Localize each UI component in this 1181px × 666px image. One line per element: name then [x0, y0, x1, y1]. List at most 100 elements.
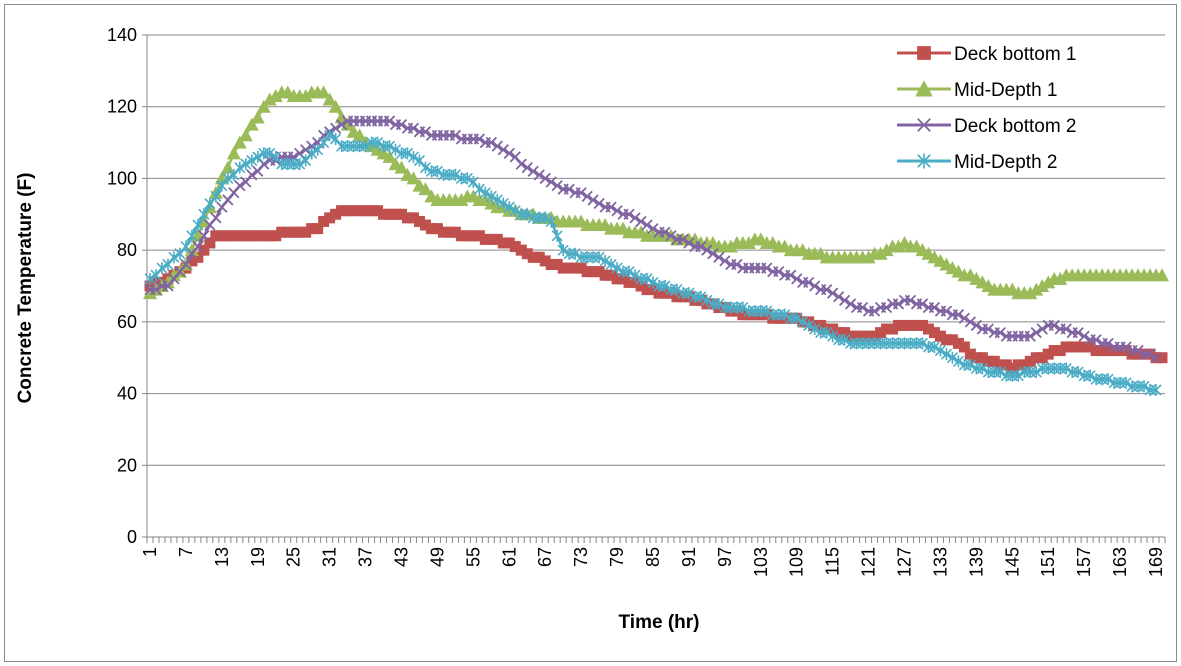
data-point-deck-bottom-1 [419, 219, 431, 231]
data-point-deck-bottom-1 [216, 230, 228, 242]
data-point-deck-bottom-2 [449, 129, 462, 142]
data-point-mid-depth-1 [1035, 279, 1050, 292]
data-point-deck-bottom-1 [372, 205, 384, 217]
data-point-deck-bottom-1 [869, 330, 881, 342]
data-point-deck-bottom-2 [246, 169, 258, 181]
legend-entry-deck-bottom-1: Deck bottom 1 [897, 44, 1077, 65]
data-point-mid-depth-1 [352, 128, 367, 142]
data-point-deck-bottom-1 [635, 280, 647, 292]
x-tick-label: 1 [140, 547, 160, 557]
y-tick-labels: 0 20 40 60 80 100 120 140 [107, 25, 137, 547]
data-point-deck-bottom-1 [545, 258, 557, 270]
data-point-deck-bottom-1 [509, 241, 521, 253]
data-point-deck-bottom-2 [545, 176, 557, 188]
data-point-deck-bottom-2 [521, 162, 533, 174]
y-tick-label: 0 [127, 527, 137, 547]
y-tick-label: 40 [117, 384, 137, 404]
data-point-deck-bottom-1 [330, 208, 342, 220]
data-point-deck-bottom-1 [569, 262, 581, 274]
data-point-mid-depth-2 [324, 129, 336, 142]
data-point-deck-bottom-1 [653, 287, 665, 299]
data-point-deck-bottom-1 [360, 205, 372, 217]
data-point-mid-depth-2 [952, 355, 964, 368]
data-point-deck-bottom-2 [773, 266, 785, 278]
data-point-mid-depth-2 [539, 211, 551, 224]
data-point-deck-bottom-2 [701, 244, 713, 256]
data-point-mid-depth-2 [683, 287, 695, 300]
data-point-deck-bottom-1 [881, 323, 893, 335]
data-point-deck-bottom-2 [641, 219, 653, 231]
data-point-deck-bottom-1 [318, 215, 330, 227]
data-point-mid-depth-2 [389, 143, 402, 156]
data-point-mid-depth-1 [1023, 286, 1038, 300]
data-point-deck-bottom-1 [934, 330, 946, 342]
legend: Deck bottom 1 Mid-Depth 1 Deck bottom 2 Mid… [897, 44, 1077, 173]
data-point-mid-depth-2 [306, 147, 318, 160]
data-point-mid-depth-1 [861, 250, 876, 264]
data-point-mid-depth-1 [328, 99, 343, 113]
data-point-deck-bottom-1 [905, 319, 916, 331]
x-tick-label: 163 [1110, 547, 1130, 577]
data-point-deck-bottom-1 [150, 276, 162, 288]
x-tick-label: 151 [1038, 547, 1058, 577]
data-point-mid-depth-2 [168, 251, 180, 264]
data-point-mid-depth-1 [244, 117, 259, 131]
data-point-deck-bottom-2 [731, 258, 743, 271]
legend-label: Mid-Depth 2 [954, 152, 1058, 173]
data-point-deck-bottom-1 [527, 251, 539, 263]
data-point-deck-bottom-2 [1048, 319, 1060, 332]
data-point-deck-bottom-2 [833, 291, 845, 303]
series-line-mid-depth-2 [149, 134, 1156, 392]
data-point-deck-bottom-1 [1090, 345, 1102, 357]
data-point-mid-depth-1 [723, 239, 738, 253]
data-point-mid-depth-2 [479, 186, 491, 199]
x-tick-label: 73 [571, 547, 591, 567]
data-point-mid-depth-2 [940, 348, 952, 361]
data-point-deck-bottom-1 [210, 230, 222, 242]
data-point-deck-bottom-1 [1030, 352, 1042, 364]
data-point-deck-bottom-1 [533, 251, 545, 263]
data-point-deck-bottom-1 [384, 208, 396, 220]
data-point-mid-depth-1 [1155, 268, 1170, 282]
data-point-deck-bottom-1 [431, 223, 443, 235]
data-point-deck-bottom-1 [312, 223, 324, 235]
data-point-mid-depth-2 [497, 197, 509, 210]
data-point-deck-bottom-1 [928, 327, 940, 339]
data-point-deck-bottom-2 [180, 258, 192, 271]
data-point-deck-bottom-2 [827, 287, 839, 299]
x-tick-label: 13 [212, 547, 232, 567]
data-point-deck-bottom-2 [838, 294, 851, 306]
data-point-mid-depth-2 [318, 136, 330, 149]
data-point-deck-bottom-2 [1144, 348, 1156, 360]
data-point-deck-bottom-2 [419, 126, 432, 138]
y-axis-title: Concrete Temperature (F) [15, 173, 36, 404]
data-point-mid-depth-2 [569, 247, 581, 260]
data-point-deck-bottom-1 [413, 215, 425, 227]
data-point-deck-bottom-1 [1066, 341, 1078, 353]
data-point-mid-depth-2 [916, 337, 929, 350]
data-point-mid-depth-2 [246, 154, 258, 167]
data-point-mid-depth-1 [316, 85, 331, 99]
data-point-deck-bottom-1 [1108, 345, 1120, 357]
x-tick-label: 43 [392, 547, 412, 567]
data-point-mid-depth-2 [797, 315, 809, 328]
data-point-deck-bottom-1 [1120, 345, 1132, 357]
data-point-deck-bottom-1 [587, 266, 599, 278]
data-point-deck-bottom-1 [252, 230, 264, 242]
data-point-deck-bottom-2 [1120, 341, 1132, 353]
data-point-deck-bottom-2 [1078, 330, 1090, 342]
data-point-deck-bottom-1 [563, 262, 575, 274]
data-point-deck-bottom-2 [707, 248, 719, 260]
x-tick-label: 121 [859, 547, 879, 577]
data-point-deck-bottom-1 [611, 273, 623, 285]
data-point-deck-bottom-1 [342, 205, 354, 217]
y-tick-label: 100 [107, 168, 137, 188]
data-point-deck-bottom-2 [791, 273, 803, 285]
data-point-deck-bottom-2 [785, 269, 797, 281]
x-tick-label: 145 [1002, 547, 1022, 577]
x-tick-label: 127 [895, 547, 915, 577]
data-point-mid-depth-2 [791, 312, 803, 325]
data-point-deck-bottom-1 [1036, 352, 1048, 364]
data-point-deck-bottom-2 [473, 133, 485, 145]
data-point-deck-bottom-2 [329, 122, 342, 134]
